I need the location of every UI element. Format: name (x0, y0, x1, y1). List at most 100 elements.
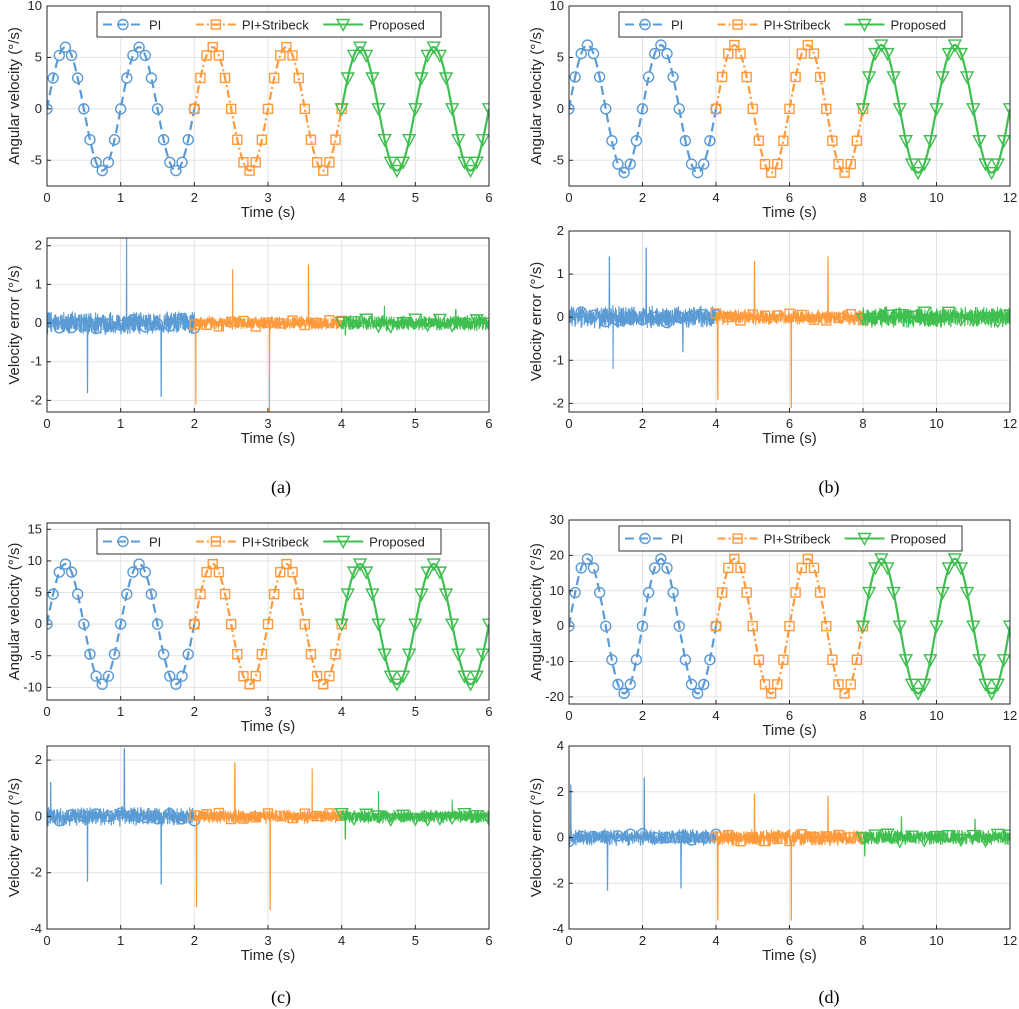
series-line-PI (569, 557, 718, 695)
data-point-Proposed (990, 678, 1005, 692)
speed-subplot: 0 1 2 3 4 5 6 -10 -5 0 5 10 15 Time (s) Angular veloci… (6, 521, 493, 735)
x-tick-label: 2 (639, 708, 646, 723)
data-point-Proposed (923, 135, 938, 149)
data-point-PI+Stribeck (293, 588, 304, 600)
panel-caption: (b) (819, 477, 840, 498)
data-point-PI+Stribeck (845, 679, 856, 690)
y-tick-label: 15 (28, 521, 42, 536)
data-point-Proposed (451, 648, 466, 662)
legend-marker-PI (117, 18, 129, 31)
error-point-PI+Stribeck (735, 315, 746, 326)
data-point-PI (65, 566, 78, 578)
data-point-Proposed (855, 103, 871, 117)
data-point-PI+Stribeck (201, 566, 212, 578)
data-point-Proposed (880, 562, 895, 576)
panel-caption: (d) (819, 987, 840, 1008)
x-tick-label: 2 (191, 933, 198, 948)
data-point-Proposed (377, 648, 392, 662)
x-tick-label: 1 (117, 190, 124, 205)
data-point-Proposed (334, 618, 349, 632)
legend-marker-Proposed (857, 18, 872, 32)
error-point-PI+Stribeck (238, 315, 249, 327)
error-point-PI (151, 318, 164, 330)
y-tick-label: 10 (28, 0, 42, 13)
data-point-PI (78, 618, 90, 630)
error-grid (46, 746, 490, 930)
error-point-Proposed (432, 812, 448, 826)
data-point-PI+Stribeck (244, 165, 255, 176)
data-point-PI (667, 71, 679, 83)
x-tick-label: 2 (191, 190, 198, 205)
data-point-PI (698, 678, 710, 691)
y-tick-label: -5 (552, 152, 564, 167)
x-tick-label: 1 (117, 933, 124, 948)
data-point-Proposed (420, 49, 435, 63)
data-point-PI (642, 586, 655, 599)
data-point-PI (108, 134, 121, 146)
error-point-Proposed (880, 309, 895, 323)
error-point-Proposed (855, 832, 871, 846)
error-point-Proposed (990, 828, 1005, 842)
y-tick-label: -10 (545, 654, 564, 669)
error-point-PI (624, 313, 636, 325)
data-point-Proposed (898, 135, 914, 149)
error-point-Proposed (359, 313, 374, 327)
x-tick-label: 0 (43, 704, 50, 719)
data-point-PI (587, 47, 600, 60)
legend-label-PI+Stribeck: PI+Stribeck (764, 18, 831, 33)
y-tick-label: 1 (557, 266, 564, 281)
y-tick-label: 20 (550, 547, 564, 562)
speed-y-axis-label: Angular velocity (°/s) (6, 27, 23, 165)
data-point-PI (182, 134, 194, 146)
error-point-PI+Stribeck (299, 808, 311, 819)
data-point-Proposed (475, 134, 489, 148)
error-point-PI+Stribeck (324, 808, 335, 819)
data-point-PI (624, 678, 636, 691)
data-point-Proposed (978, 158, 993, 172)
data-point-PI (655, 39, 667, 51)
y-tick-label: 2 (557, 223, 564, 238)
error-markers-Proposed (855, 306, 1010, 329)
error-point-Proposed (383, 813, 398, 827)
data-point-PI (157, 134, 170, 146)
legend-marker-Proposed (857, 532, 872, 546)
legend-box (618, 525, 963, 552)
series-line-PI+Stribeck (714, 557, 865, 695)
x-tick-label: 12 (1003, 933, 1017, 948)
error-point-Proposed (892, 309, 907, 323)
series-line-Proposed (340, 563, 489, 686)
data-point-Proposed (941, 47, 956, 62)
data-point-Proposed (984, 166, 999, 181)
data-point-Proposed (365, 588, 380, 602)
series-line-PI+Stribeck (193, 46, 343, 172)
error-point-PI+Stribeck (759, 835, 771, 847)
series-markers-PI+Stribeck (710, 553, 869, 699)
data-point-Proposed (959, 71, 975, 85)
data-point-Proposed (904, 158, 920, 172)
error-line-PI+Stribeck (193, 264, 343, 412)
error-point-PI (176, 312, 188, 325)
data-point-Proposed (1002, 620, 1010, 634)
error-point-PI+Stribeck (213, 807, 225, 819)
data-point-Proposed (402, 134, 417, 148)
x-tick-label: 0 (43, 933, 50, 948)
x-tick-label: 6 (485, 704, 492, 719)
data-point-PI+Stribeck (759, 679, 771, 690)
data-point-Proposed (910, 687, 926, 701)
y-tick-label: -20 (545, 689, 564, 704)
data-point-Proposed (941, 562, 956, 576)
error-point-Proposed (966, 829, 981, 844)
data-point-Proposed (371, 618, 386, 632)
data-point-PI+Stribeck (833, 679, 844, 690)
error-x-axis-label: Time (s) (241, 947, 295, 964)
data-point-PI+Stribeck (275, 566, 286, 578)
error-point-PI+Stribeck (772, 310, 783, 321)
error-data (47, 238, 489, 412)
error-point-PI+Stribeck (262, 317, 274, 328)
y-tick-label: 0 (35, 101, 42, 116)
y-tick-label: -1 (30, 354, 42, 369)
data-point-PI+Stribeck (772, 158, 783, 170)
error-point-Proposed (420, 813, 435, 827)
x-tick-label: 10 (929, 190, 943, 205)
data-point-PI (575, 562, 587, 574)
